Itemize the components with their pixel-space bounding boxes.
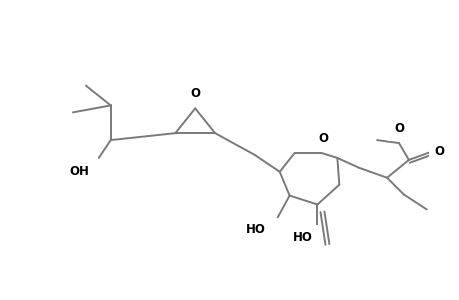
- Text: O: O: [434, 146, 444, 158]
- Text: O: O: [190, 88, 200, 100]
- Text: O: O: [393, 122, 403, 135]
- Text: OH: OH: [69, 165, 89, 178]
- Text: HO: HO: [292, 231, 312, 244]
- Text: HO: HO: [246, 223, 265, 236]
- Text: O: O: [318, 132, 328, 145]
